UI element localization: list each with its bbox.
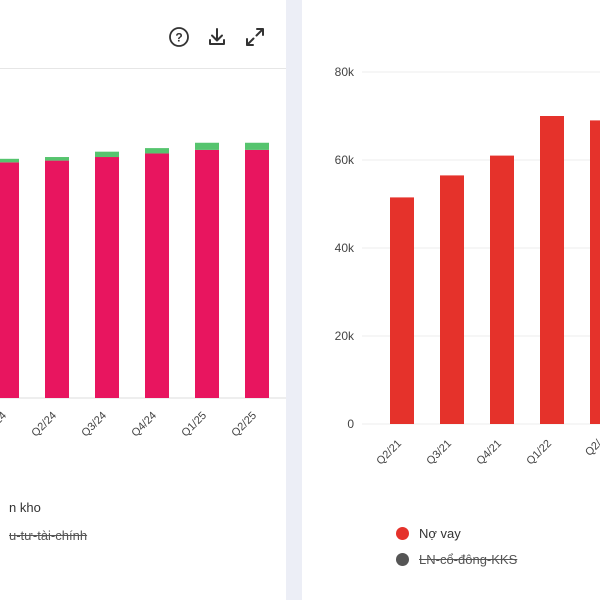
legend-label: LN-cổ-đông-KKS [419, 552, 518, 567]
help-icon[interactable]: ? [166, 24, 192, 50]
x-tick-label: Q2/25 [229, 410, 259, 440]
bar-Q4/24-series-2[interactable] [145, 148, 169, 154]
legend-label: Nợ vay [419, 526, 461, 541]
legend-label: u-tư-tài-chính [9, 528, 88, 543]
x-tick-label: Q1/22 [524, 438, 554, 468]
legend-label: n kho [9, 500, 41, 515]
bar-Q2/25-series-1[interactable] [245, 149, 269, 398]
x-tick-label: /24 [0, 410, 9, 429]
bar-Q1/25-series-2[interactable] [195, 142, 219, 150]
right-chart-panel: 0 20k 40k 60k 80k Q2/21 Q3/21 Q4/21 Q1/22 Q2/ Nợ … [302, 0, 600, 600]
download-icon[interactable] [204, 24, 230, 50]
x-tick-label: Q2/ [583, 437, 600, 459]
left-chart-panel: ? /24 Q2/24 Q3/24 Q4/24 Q1/25 Q2/25 n kho u-t… [0, 0, 286, 600]
bar-Q4/21[interactable] [490, 155, 514, 424]
y-tick-label: 60k [335, 153, 355, 167]
y-tick-label: 40k [335, 241, 355, 255]
bar-Q1/24-series-2[interactable] [0, 158, 19, 163]
bar-Q2/22[interactable] [590, 120, 600, 425]
y-tick-label: 20k [335, 329, 355, 343]
x-tick-label: Q3/24 [79, 410, 109, 440]
x-tick-label: Q4/21 [474, 438, 504, 468]
svg-text:?: ? [175, 31, 182, 45]
bar-Q1/22[interactable] [540, 116, 564, 424]
legend-item-no-vay[interactable]: Nợ vay [396, 526, 461, 541]
bar-Q4/24-series-1[interactable] [145, 153, 169, 398]
legend-dot [396, 553, 409, 566]
bar-Q2/24-series-1[interactable] [45, 160, 69, 398]
bar-chart: 0 20k 40k 60k 80k Q2/21 Q3/21 Q4/21 Q1/22 Q2/ [335, 65, 600, 468]
bar-Q1/25-series-1[interactable] [195, 149, 219, 398]
bar-Q1/24-series-1[interactable] [0, 162, 19, 398]
legend-dot [396, 527, 409, 540]
x-tick-label: Q3/21 [424, 438, 454, 468]
bar-Q2/21[interactable] [390, 197, 414, 424]
stacked-bar-chart: /24 Q2/24 Q3/24 Q4/24 Q1/25 Q2/25 [0, 142, 286, 440]
x-tick-label: Q4/24 [129, 410, 159, 440]
y-tick-label: 0 [347, 417, 354, 431]
bar-Q2/25-series-2[interactable] [245, 142, 269, 150]
legend-item-series-1[interactable]: n kho [0, 500, 41, 515]
bar-Q3/24-series-1[interactable] [95, 157, 119, 398]
legend-item-ln-co-dong[interactable]: LN-cổ-đông-KKS [396, 552, 517, 567]
toolbar-divider [0, 68, 286, 69]
panel-divider [286, 0, 302, 600]
y-tick-label: 80k [335, 65, 355, 79]
bar-Q2/24-series-2[interactable] [45, 157, 69, 161]
x-tick-label: Q1/25 [179, 410, 209, 440]
x-tick-label: Q2/24 [29, 410, 59, 440]
bar-Q3/21[interactable] [440, 175, 464, 424]
x-tick-label: Q2/21 [374, 438, 404, 468]
expand-icon[interactable] [242, 24, 268, 50]
legend-item-series-2[interactable]: u-tư-tài-chính [0, 528, 87, 543]
bar-Q3/24-series-2[interactable] [95, 151, 119, 158]
